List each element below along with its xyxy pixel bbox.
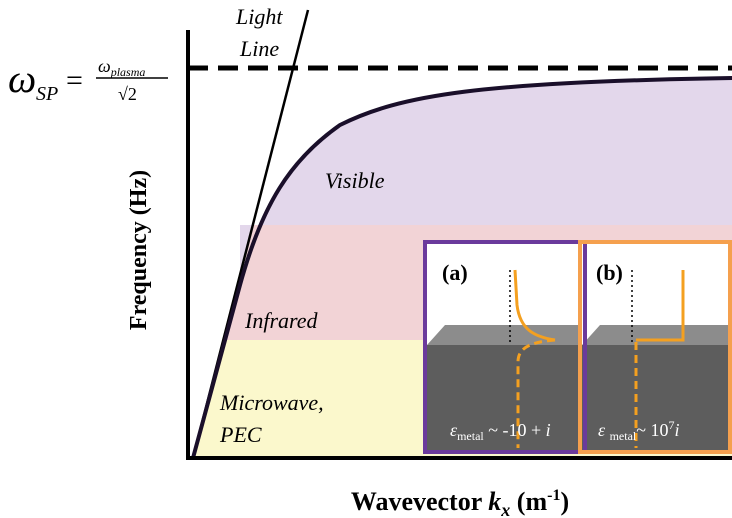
x-axis-label: Wavevector kx (m-1)	[351, 487, 569, 518]
light-line-label: Line	[239, 36, 279, 61]
epsilon-sub: metal	[610, 429, 637, 443]
x-label-sub: x	[500, 500, 510, 518]
light-line-label: Light	[235, 4, 283, 29]
region-label: Microwave,	[219, 390, 324, 415]
x-label-k: k	[488, 487, 501, 516]
x-label-unit: (m	[517, 487, 548, 516]
diagram: ω SP = ωplasma √2 Light Line Visible Inf…	[0, 0, 732, 518]
region-label: Infrared	[244, 308, 319, 333]
numerator-sub: plasma	[110, 65, 146, 79]
formula-omega: ω	[8, 56, 36, 101]
slab-top	[427, 325, 583, 345]
region-label: Visible	[325, 168, 385, 193]
expr: ~ -10 +	[484, 420, 546, 440]
y-axis-label: Frequency (Hz)	[126, 170, 152, 330]
formula-equals: =	[66, 64, 83, 97]
formula-sub: SP	[36, 83, 58, 105]
epsilon: ε	[598, 420, 606, 440]
epsilon-sub: metal	[457, 429, 484, 443]
slab-top	[582, 325, 730, 345]
imag: i	[546, 420, 551, 440]
formula-numerator: ωplasma	[98, 56, 145, 79]
inset-label: (b)	[596, 260, 623, 285]
x-label-sup: -1	[547, 487, 560, 504]
formula-denominator: √2	[118, 84, 137, 104]
x-label-close: )	[560, 487, 569, 516]
expr: ~ 10	[636, 420, 668, 440]
inset-label: (a)	[442, 260, 468, 285]
region-label: PEC	[219, 422, 262, 447]
imag: i	[675, 420, 680, 440]
x-label-text: Wavevector	[351, 487, 482, 516]
numerator: ω	[98, 56, 111, 76]
